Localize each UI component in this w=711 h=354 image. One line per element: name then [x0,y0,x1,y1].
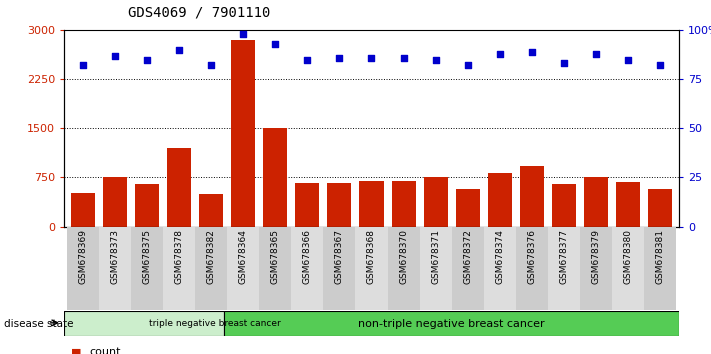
Text: GDS4069 / 7901110: GDS4069 / 7901110 [128,5,270,19]
Text: GSM678367: GSM678367 [335,229,344,284]
Text: GSM678373: GSM678373 [111,229,119,284]
Point [430,57,442,62]
Point [173,47,185,52]
Text: count: count [89,347,120,354]
Bar [360,181,383,227]
Text: GSM678377: GSM678377 [559,229,568,284]
Text: GSM678381: GSM678381 [656,229,664,284]
Bar [515,227,547,310]
Point [77,63,89,68]
Bar [64,311,224,336]
Point [526,49,538,55]
Bar [456,189,480,227]
Point [333,55,345,61]
Point [590,51,602,57]
Bar [231,40,255,227]
Bar [520,166,544,227]
Point [237,31,249,37]
Bar [648,189,672,227]
Point [494,51,506,57]
Bar [199,194,223,227]
Bar [483,227,515,310]
Bar [224,311,679,336]
Bar [135,184,159,227]
Bar [68,227,100,310]
Text: triple negative breast cancer: triple negative breast cancer [149,319,280,328]
Point [398,55,410,61]
Bar [552,184,576,227]
Text: GSM678372: GSM678372 [463,229,472,284]
Text: disease state: disease state [4,319,73,329]
Point [365,55,377,61]
Bar [103,177,127,227]
Point [622,57,634,62]
Text: GSM678375: GSM678375 [143,229,151,284]
Bar [387,227,419,310]
Bar [488,173,512,227]
Bar [328,183,351,227]
Text: GSM678374: GSM678374 [495,229,504,284]
Bar [356,227,387,310]
Text: GSM678379: GSM678379 [592,229,600,284]
Point [205,63,217,68]
Text: ■: ■ [71,347,82,354]
Bar [167,148,191,227]
Bar [132,227,164,310]
Bar [164,227,196,310]
Point [654,63,665,68]
Bar [196,227,228,310]
Text: GSM678369: GSM678369 [79,229,87,284]
Bar [260,227,292,310]
Text: GSM678370: GSM678370 [399,229,408,284]
Point [109,53,121,58]
Bar [292,227,324,310]
Bar [392,181,415,227]
Text: GSM678366: GSM678366 [303,229,312,284]
Point [141,57,153,62]
Text: GSM678365: GSM678365 [271,229,280,284]
Text: GSM678364: GSM678364 [239,229,248,284]
Text: GSM678368: GSM678368 [367,229,376,284]
Bar [611,227,643,310]
Bar [451,227,483,310]
Bar [616,182,640,227]
Bar [100,227,132,310]
Text: non-triple negative breast cancer: non-triple negative breast cancer [358,319,545,329]
Point [301,57,313,62]
Bar [579,227,611,310]
Text: GSM678382: GSM678382 [207,229,216,284]
Point [269,41,281,47]
Bar [547,227,579,310]
Text: GSM678380: GSM678380 [624,229,632,284]
Text: GSM678376: GSM678376 [527,229,536,284]
Bar [643,227,675,310]
Bar [228,227,260,310]
Text: GSM678371: GSM678371 [431,229,440,284]
Text: GSM678378: GSM678378 [175,229,184,284]
Bar [71,193,95,227]
Bar [424,177,447,227]
Bar [324,227,356,310]
Bar [296,183,319,227]
Bar [584,177,608,227]
Bar [419,227,451,310]
Bar [263,128,287,227]
Point [558,61,570,66]
Point [462,63,474,68]
